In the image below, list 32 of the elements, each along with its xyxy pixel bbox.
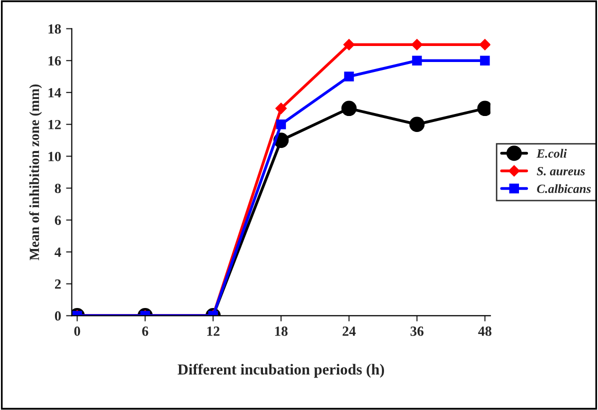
x-tick-label: 18 <box>275 326 288 336</box>
y-tick-label: 2 <box>54 279 61 289</box>
y-tick-label: 4 <box>54 248 62 257</box>
legend-label: E.coli <box>536 148 567 158</box>
y-tick-label: 12 <box>48 120 61 130</box>
legend-label: S. aureus <box>536 166 585 176</box>
x-tick-label: 48 <box>478 326 492 336</box>
point <box>344 72 354 82</box>
y-tick-label: 16 <box>48 56 61 66</box>
point <box>480 56 490 66</box>
y-tick-label: 18 <box>48 24 61 34</box>
x-tick-label: 0 <box>74 326 80 336</box>
y-tick-label: 14 <box>48 88 62 98</box>
y-tick-label: 10 <box>48 152 61 162</box>
y-tick-label: 8 <box>54 184 61 194</box>
point <box>412 56 422 66</box>
point <box>479 39 490 50</box>
point <box>276 120 286 130</box>
x-tick-label: 6 <box>142 326 148 336</box>
y-axis-title: Mean of inhibition zone (mm) <box>29 84 42 260</box>
x-tick-label: 36 <box>410 326 424 336</box>
point <box>411 39 423 50</box>
x-axis-title: Different incubation periods (h) <box>178 364 384 378</box>
y-tick-label: 6 <box>54 216 61 225</box>
legend-label: C.albicans <box>537 184 591 194</box>
x-tick-label: 24 <box>342 326 356 336</box>
point <box>409 116 425 132</box>
x-tick-label: 12 <box>207 326 220 336</box>
point <box>343 39 355 50</box>
y-tick-label: 0 <box>54 311 61 321</box>
point <box>341 100 357 116</box>
point <box>275 102 287 114</box>
